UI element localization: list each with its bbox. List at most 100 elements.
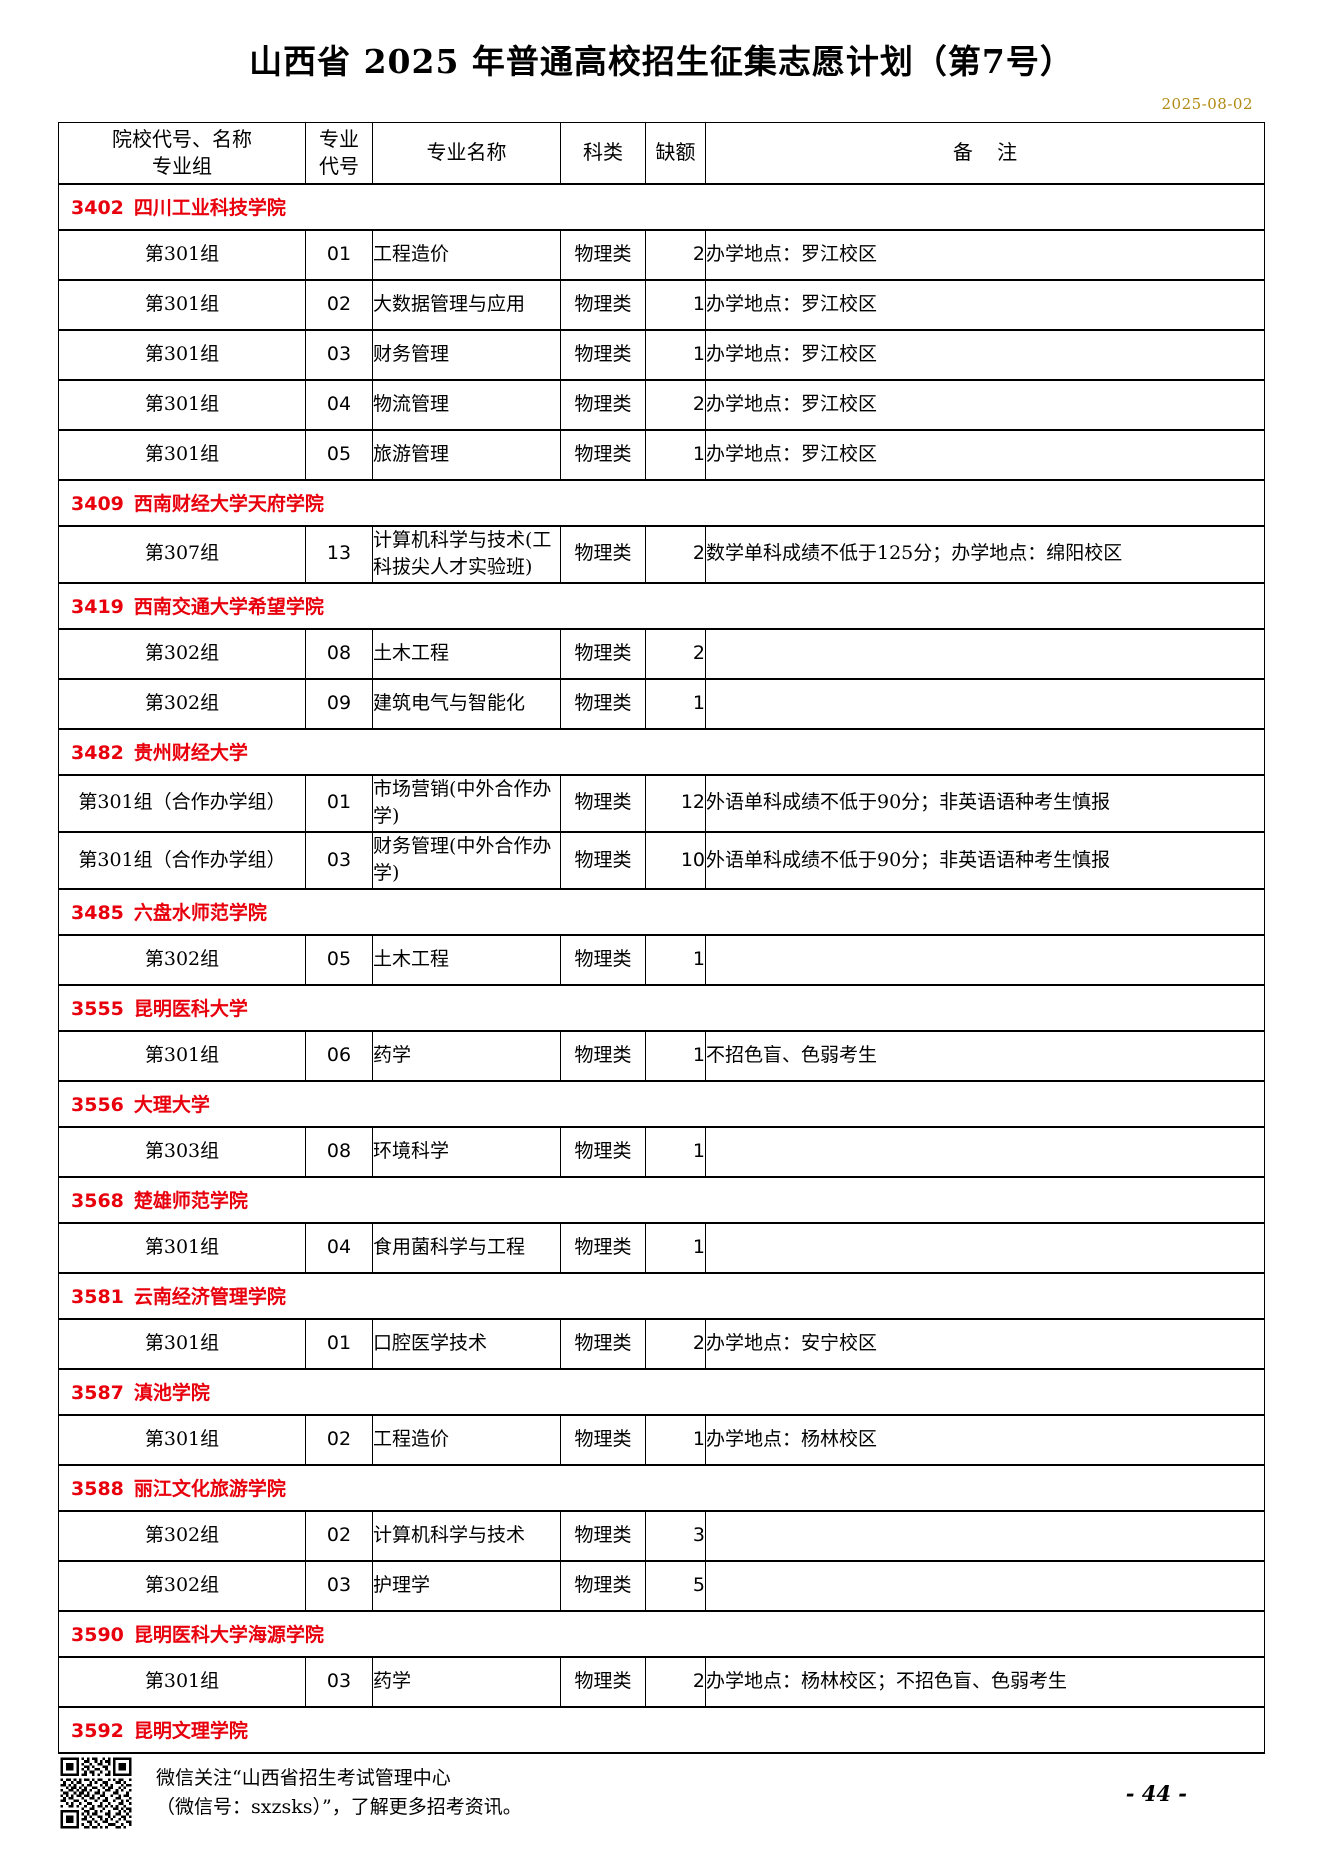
cell-category: 物理类 (560, 228, 646, 281)
university-header-row: 3485 六盘水师范学院 (58, 887, 1265, 936)
university-header-cell: 3555 昆明医科大学 (58, 983, 1265, 1032)
cell-note (705, 1221, 1265, 1274)
cell-major-code: 02 (305, 1413, 373, 1466)
footer-text-line2: （微信号：sxzsks）”，了解更多招考资讯。 (156, 1796, 522, 1818)
table-body: 3402 四川工业科技学院 第301组 01 工程造价 物理类 2 办学地点：罗江校区 第301… (58, 182, 1265, 1754)
col-header-note: 备 注 (705, 121, 1265, 185)
table-row: 第307组 13 计算机科学与技术(工科拔尖人才实验班) 物理类 2 数学单科成绩不低于1… (58, 524, 1265, 584)
col-header-major-code-line2: 代号 (319, 153, 359, 178)
university-name: 云南经济管理学院 (133, 1286, 286, 1309)
cell-major-code: 09 (305, 677, 373, 730)
cell-major-group: 第301组 (58, 1317, 306, 1370)
cell-category: 物理类 (560, 1125, 646, 1178)
cell-major-name: 土木工程 (372, 933, 561, 986)
university-name: 昆明医科大学 (133, 998, 248, 1021)
cell-major-name: 口腔医学技术 (372, 1317, 561, 1370)
page-title: 山西省 2025 年普通高校招生征集志愿计划（第7号） (249, 42, 1074, 81)
university-header-row: 3588 丽江文化旅游学院 (58, 1463, 1265, 1512)
page-number: - 44 - (1125, 1780, 1187, 1806)
cell-category: 物理类 (560, 1413, 646, 1466)
cell-major-group: 第302组 (58, 677, 306, 730)
cell-major-code: 08 (305, 627, 373, 680)
cell-major-name: 建筑电气与智能化 (372, 677, 561, 730)
cell-major-group: 第301组 (58, 428, 306, 481)
footer-text: 微信关注“山西省招生考试管理中心 （微信号：sxzsks）”，了解更多招考资讯。 (156, 1764, 1126, 1823)
cell-category: 物理类 (560, 328, 646, 381)
footer-text-line1: 微信关注“山西省招生考试管理中心 (156, 1766, 451, 1789)
cell-quota: 2 (645, 378, 706, 431)
wechat-qr-code-icon (58, 1755, 134, 1831)
university-header-cell: 3568 楚雄师范学院 (58, 1175, 1265, 1224)
cell-major-code: 03 (305, 830, 373, 890)
cell-quota: 1 (645, 1029, 706, 1082)
cell-major-code: 03 (305, 328, 373, 381)
col-header-group: 院校代号、名称 专业组 (58, 121, 306, 185)
university-code: 3409 (71, 493, 124, 516)
page-footer: 微信关注“山西省招生考试管理中心 （微信号：sxzsks）”，了解更多招考资讯。… (58, 1755, 1265, 1831)
university-code: 3556 (71, 1094, 124, 1117)
col-header-major-code-line1: 专业 (319, 126, 359, 151)
table-row: 第301组 02 工程造价 物理类 1 办学地点：杨林校区 (58, 1413, 1265, 1466)
university-header-row: 3592 昆明文理学院 (58, 1705, 1265, 1754)
table-row: 第301组 03 药学 物理类 2 办学地点：杨林校区；不招色盲、色弱考生 (58, 1655, 1265, 1708)
university-name: 大理大学 (133, 1094, 210, 1117)
cell-major-name: 大数据管理与应用 (372, 278, 561, 331)
cell-quota: 1 (645, 677, 706, 730)
cell-major-group: 第301组 (58, 1655, 306, 1708)
cell-major-code: 05 (305, 933, 373, 986)
university-name: 六盘水师范学院 (133, 902, 267, 925)
table-header: 院校代号、名称 专业组 专业 代号 专业名称 科类 缺额 备 注 (58, 121, 1265, 185)
cell-major-code: 03 (305, 1655, 373, 1708)
university-name: 昆明文理学院 (133, 1720, 248, 1743)
cell-major-code: 01 (305, 228, 373, 281)
cell-category: 物理类 (560, 278, 646, 331)
cell-note (705, 1125, 1265, 1178)
university-code: 3581 (71, 1286, 124, 1309)
cell-major-code: 02 (305, 278, 373, 331)
university-header-row: 3409 西南财经大学天府学院 (58, 478, 1265, 527)
university-header-cell: 3588 丽江文化旅游学院 (58, 1463, 1265, 1512)
cell-note (705, 627, 1265, 680)
cell-quota: 1 (645, 933, 706, 986)
cell-major-name: 环境科学 (372, 1125, 561, 1178)
cell-quota: 1 (645, 428, 706, 481)
cell-note: 办学地点：罗江校区 (705, 278, 1265, 331)
university-code: 3592 (71, 1720, 124, 1743)
cell-major-code: 04 (305, 378, 373, 431)
university-header-row: 3419 西南交通大学希望学院 (58, 581, 1265, 630)
cell-major-code: 04 (305, 1221, 373, 1274)
cell-quota: 2 (645, 524, 706, 584)
cell-note (705, 933, 1265, 986)
cell-major-group: 第301组 (58, 378, 306, 431)
table-row: 第302组 09 建筑电气与智能化 物理类 1 (58, 677, 1265, 730)
cell-major-group: 第301组（合作办学组） (58, 830, 306, 890)
table-row: 第301组 01 口腔医学技术 物理类 2 办学地点：安宁校区 (58, 1317, 1265, 1370)
cell-major-group: 第301组 (58, 1029, 306, 1082)
university-code: 3588 (71, 1478, 124, 1501)
cell-major-code: 02 (305, 1509, 373, 1562)
table-row: 第302组 02 计算机科学与技术 物理类 3 (58, 1509, 1265, 1562)
table-row: 第301组 01 工程造价 物理类 2 办学地点：罗江校区 (58, 228, 1265, 281)
cell-note: 不招色盲、色弱考生 (705, 1029, 1265, 1082)
cell-major-name: 食用菌科学与工程 (372, 1221, 561, 1274)
col-header-category: 科类 (560, 121, 646, 185)
cell-major-group: 第302组 (58, 933, 306, 986)
cell-major-name: 药学 (372, 1655, 561, 1708)
university-name: 昆明医科大学海源学院 (133, 1624, 324, 1647)
cell-quota: 3 (645, 1509, 706, 1562)
cell-major-group: 第301组 (58, 278, 306, 331)
cell-quota: 1 (645, 278, 706, 331)
university-name: 四川工业科技学院 (133, 197, 286, 220)
cell-major-name: 工程造价 (372, 1413, 561, 1466)
university-code: 3482 (71, 742, 124, 765)
university-name: 西南交通大学希望学院 (133, 596, 324, 619)
university-header-cell: 3587 滇池学院 (58, 1367, 1265, 1416)
cell-major-group: 第307组 (58, 524, 306, 584)
table-row: 第301组 06 药学 物理类 1 不招色盲、色弱考生 (58, 1029, 1265, 1082)
cell-major-code: 06 (305, 1029, 373, 1082)
cell-quota: 5 (645, 1559, 706, 1612)
cell-major-name: 财务管理 (372, 328, 561, 381)
university-header-cell: 3590 昆明医科大学海源学院 (58, 1609, 1265, 1658)
col-header-group-line1: 院校代号、名称 (112, 126, 252, 151)
